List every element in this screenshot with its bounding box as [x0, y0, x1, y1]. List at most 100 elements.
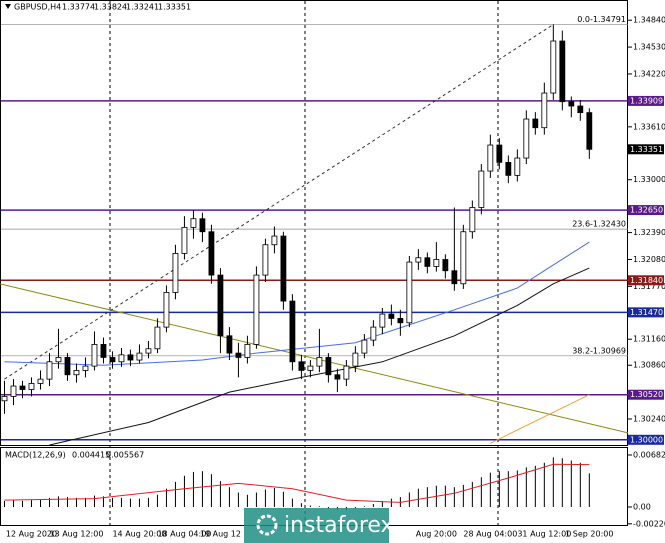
candle-body [541, 92, 548, 129]
candle-body [1, 396, 8, 402]
level-badge [628, 95, 664, 106]
macd-tick-label: -0.002208 [633, 519, 665, 528]
y-tick-label: 1.32390 [633, 228, 665, 237]
candle-body [19, 385, 26, 390]
macd-tick-label: 0.006823 [633, 450, 665, 459]
candle-body [244, 344, 251, 358]
candle-body [181, 227, 188, 254]
level-label: 1.30520 [630, 390, 663, 399]
candle-body [82, 365, 89, 371]
candle-body [586, 112, 593, 150]
candle-body [172, 253, 179, 293]
x-tick-label: 13 Aug 12:00 [49, 530, 103, 539]
candle-body [532, 118, 539, 129]
candle-body [379, 313, 386, 328]
candle-body [451, 270, 458, 285]
y-tick-label: 1.30860 [633, 361, 665, 370]
level-badge [628, 307, 664, 318]
moving-average [490, 394, 590, 444]
y-tick-label: 1.34530 [633, 43, 665, 52]
trend-line [0, 283, 629, 434]
candle-body [127, 354, 134, 361]
candle-body [442, 259, 449, 272]
candle-body [262, 244, 269, 276]
price-label: 1.33351 [630, 145, 663, 154]
candle-body [334, 374, 341, 380]
candle-body [460, 231, 467, 285]
level-label: 1.31470 [630, 308, 663, 317]
candle-body [217, 274, 224, 337]
watermark: instaforex [244, 508, 394, 543]
level-badge [628, 275, 664, 286]
candle-body [289, 300, 296, 363]
y-tick-label: 1.33610 [633, 122, 665, 131]
level-label: 1.32650 [630, 206, 663, 215]
y-tick-label: 1.31160 [633, 335, 665, 344]
plot-layer: 0.0-1.34791 23.6-1.32430 38.2-1.30969 [0, 15, 629, 511]
x-tick-label: 12 Aug 2020 [6, 530, 57, 539]
y-tick-label: 1.34220 [633, 69, 665, 78]
candle-body [559, 40, 566, 103]
candle-body [136, 352, 143, 361]
candle-body [388, 313, 395, 319]
macd-tick-label: 0.00 [633, 503, 651, 512]
menu-arrow [5, 4, 11, 9]
candle-body [28, 383, 35, 390]
candle-body [550, 40, 557, 94]
level-label: 1.30000 [630, 435, 663, 444]
candle-body [109, 357, 116, 363]
low: 1.33241 [126, 3, 159, 12]
watermark-text: instaforex [284, 513, 394, 538]
moving-average [4, 241, 590, 366]
level-badge [628, 205, 664, 216]
macd-value: 0.004415 [72, 451, 110, 460]
main-panel [0, 0, 628, 446]
candle-body [46, 361, 53, 380]
x-tick-label: 19 Aug 12 [200, 530, 241, 539]
x-tick-label: 18 Aug 04:00 [157, 530, 211, 539]
y-tick-label: 1.33000 [633, 175, 665, 184]
candle-body [370, 326, 377, 341]
symbol: GBPUSD,H4 [14, 3, 61, 12]
candle-body [487, 144, 494, 172]
candle-body [415, 257, 422, 263]
candle-body [433, 259, 440, 267]
x-tick-label: 31 Aug 12:00 [517, 530, 571, 539]
candle-body [64, 357, 71, 376]
candle-body [208, 231, 215, 276]
candle-body [154, 326, 161, 350]
candle-body [523, 118, 530, 159]
candle-body [100, 344, 107, 358]
candle-body [253, 274, 260, 345]
level-badge [628, 434, 664, 445]
candle-body [577, 105, 584, 114]
macd-title: MACD(12,26,9) [5, 451, 66, 460]
candle-body [280, 235, 287, 302]
fibo-label: 38.2-1.30969 [572, 346, 626, 355]
candle-body [73, 370, 80, 376]
candle-body [271, 235, 278, 246]
y-tick-label: 1.30240 [633, 414, 665, 423]
candle-body [343, 365, 350, 380]
fibo-label: 0.0-1.34791 [577, 15, 626, 24]
candle-body [298, 361, 305, 371]
level-badge [628, 389, 664, 400]
candle-body [316, 357, 323, 367]
y-tick-label: 1.31770 [633, 282, 665, 291]
candle-body [145, 348, 152, 354]
x-tick-label: Aug 20:00 [416, 530, 457, 539]
candle-body [514, 157, 521, 176]
y-tick-label: 1.34840 [633, 16, 665, 25]
moving-average [49, 267, 590, 446]
candle-body [55, 357, 62, 363]
candle-body [424, 257, 431, 267]
candle-body [568, 101, 575, 107]
price-badge [628, 144, 664, 155]
candle-body [37, 378, 44, 384]
candle-body [352, 352, 359, 367]
candle-body [406, 261, 413, 324]
candle-body [397, 318, 404, 324]
candle-body [190, 218, 197, 228]
